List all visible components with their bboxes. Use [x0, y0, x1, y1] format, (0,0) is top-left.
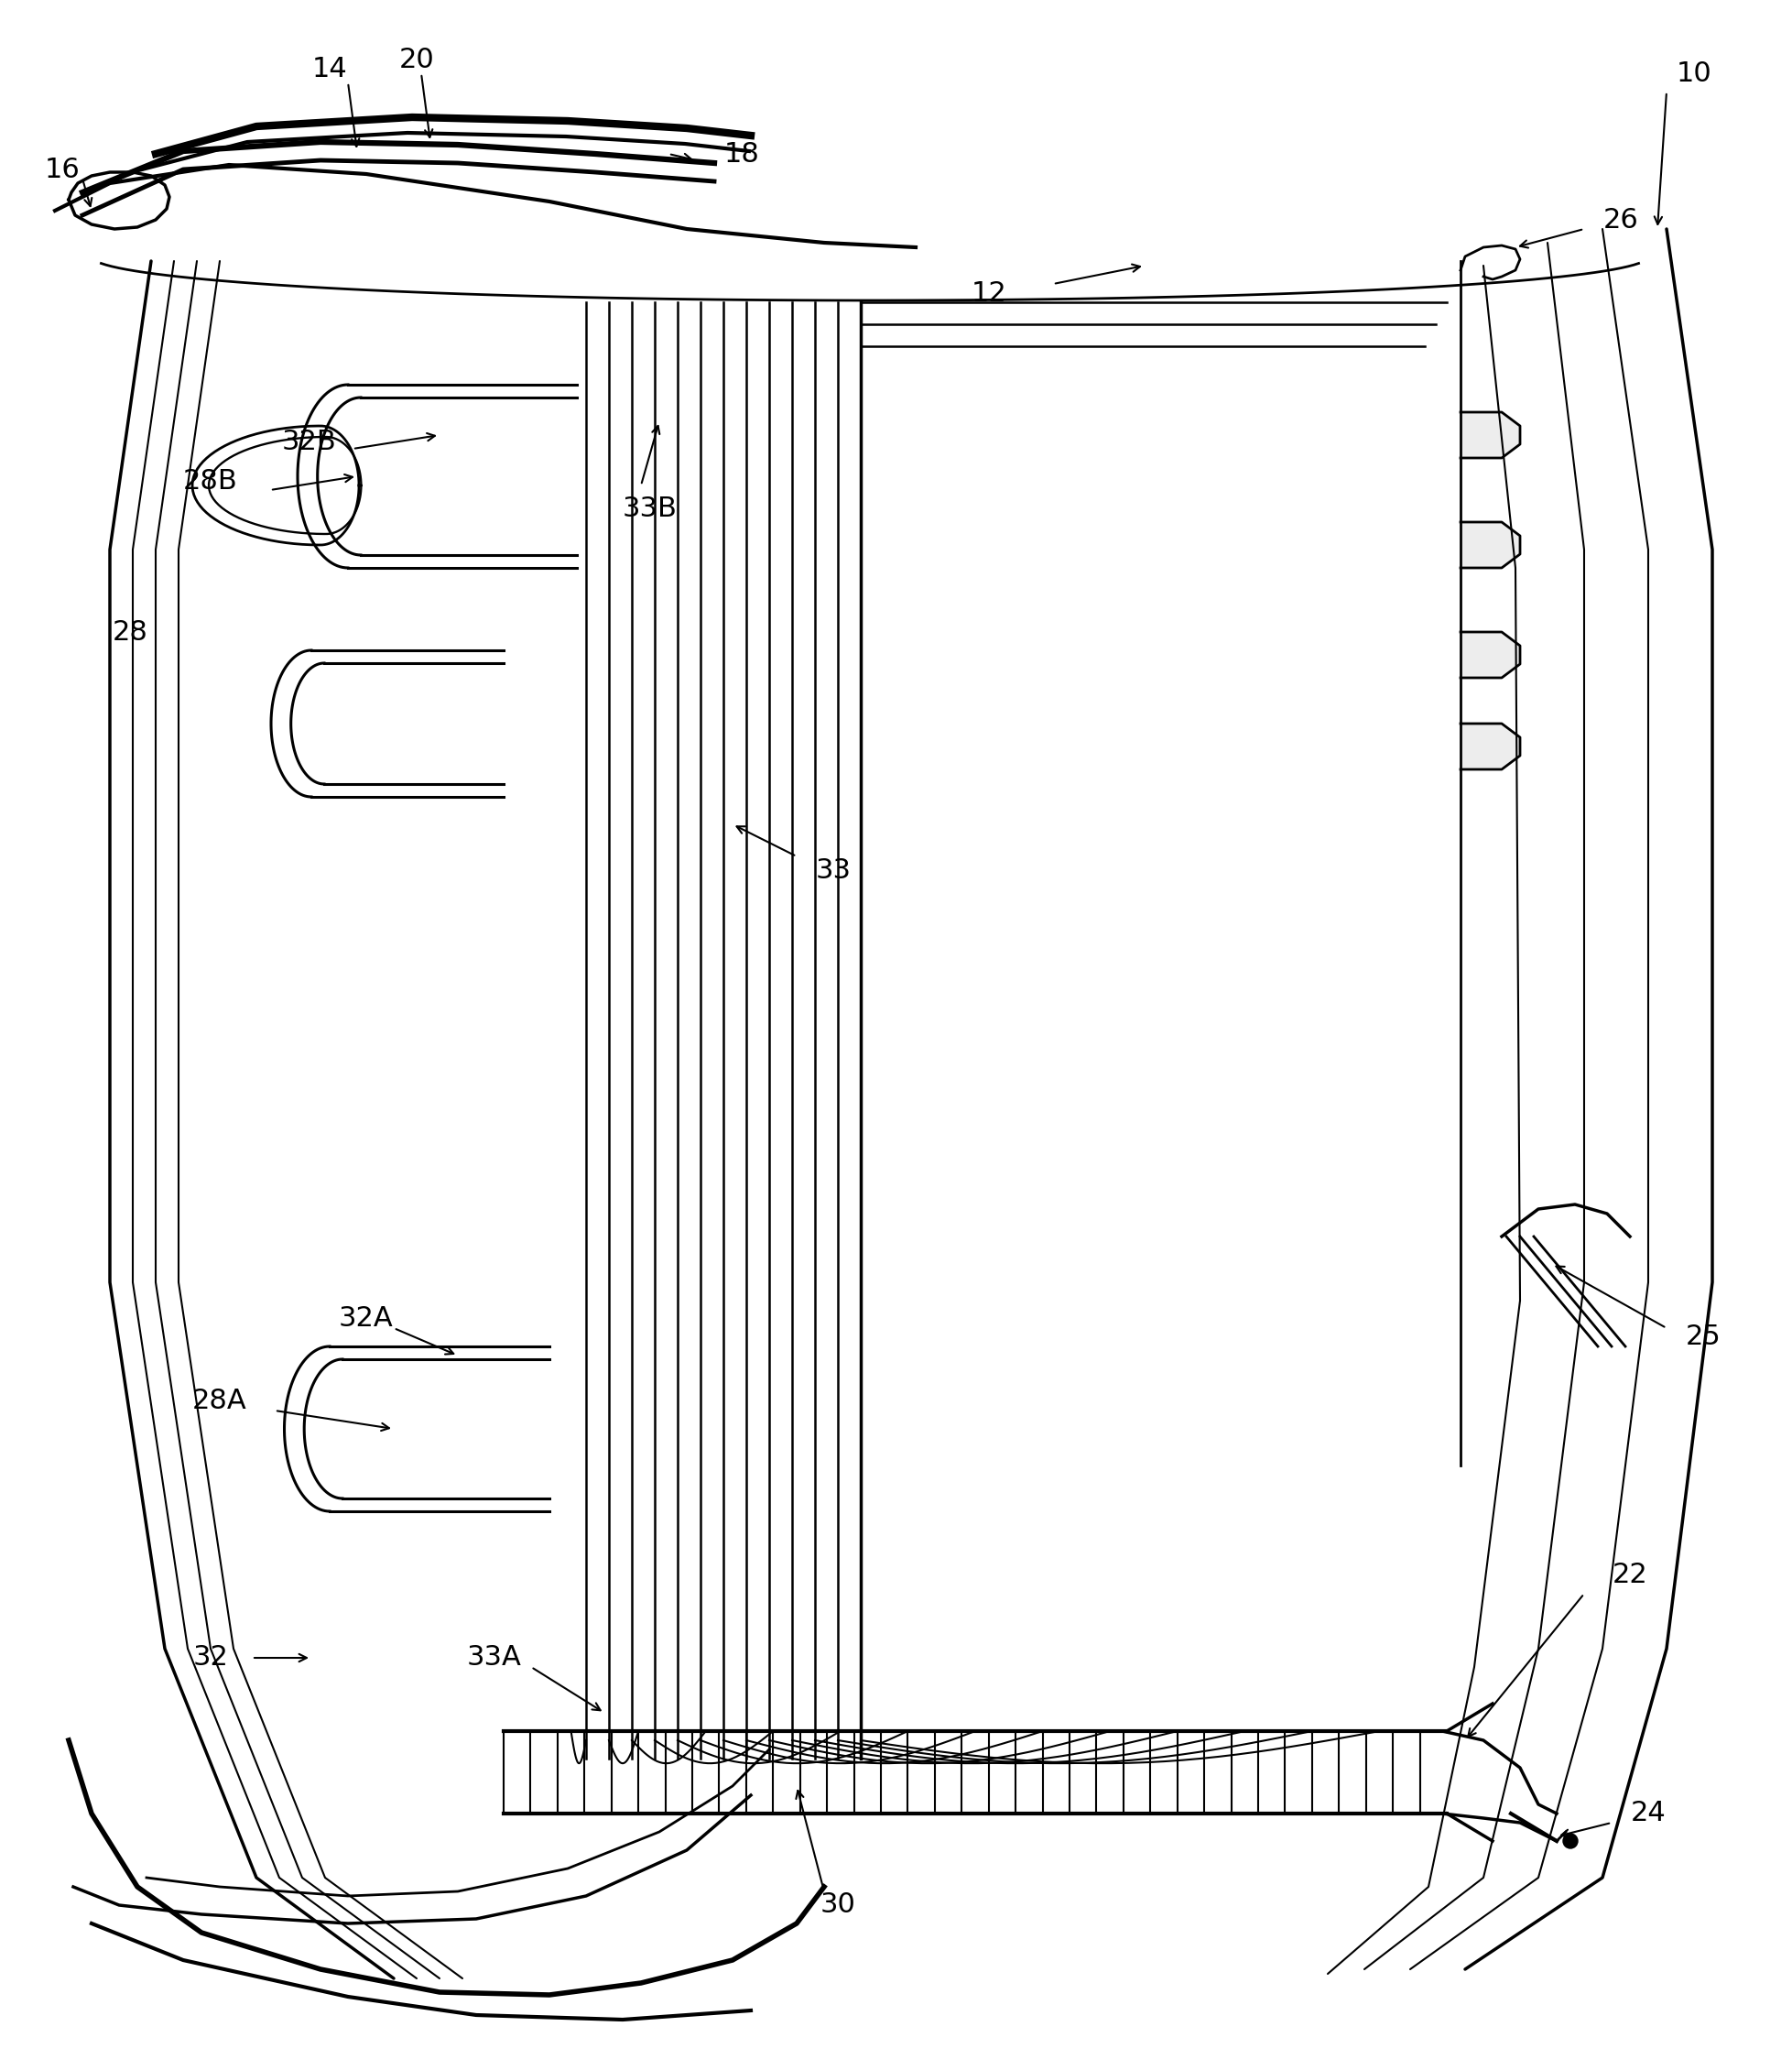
Text: 18: 18: [724, 141, 760, 168]
Polygon shape: [1460, 631, 1520, 677]
Text: 10: 10: [1676, 60, 1711, 87]
Text: 12: 12: [971, 279, 1005, 306]
Text: 16: 16: [45, 155, 81, 182]
Text: 14: 14: [312, 56, 348, 83]
Polygon shape: [1460, 522, 1520, 567]
Polygon shape: [1460, 724, 1520, 770]
Text: 25: 25: [1684, 1325, 1720, 1350]
Text: 28A: 28A: [192, 1389, 247, 1414]
Text: 28: 28: [113, 619, 147, 646]
Text: 22: 22: [1611, 1563, 1647, 1588]
Text: 20: 20: [398, 46, 434, 72]
Text: 33B: 33B: [622, 495, 677, 522]
Text: 32: 32: [194, 1644, 228, 1670]
Text: 32B: 32B: [281, 428, 337, 455]
Circle shape: [1563, 1834, 1577, 1849]
Text: 30: 30: [819, 1892, 855, 1919]
Text: 32A: 32A: [339, 1306, 394, 1333]
Text: 28B: 28B: [183, 468, 238, 495]
Text: 24: 24: [1629, 1801, 1665, 1828]
Text: 33: 33: [815, 857, 851, 884]
Polygon shape: [1460, 412, 1520, 457]
Text: 26: 26: [1602, 207, 1638, 234]
Text: 33A: 33A: [468, 1644, 521, 1670]
